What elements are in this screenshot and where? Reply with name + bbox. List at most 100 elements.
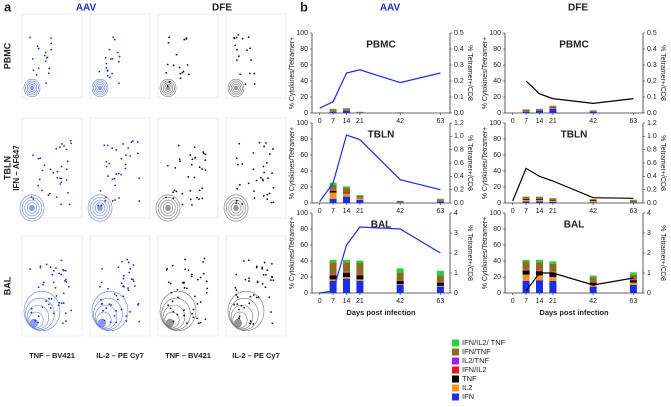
event-dot bbox=[116, 298, 119, 301]
row-label: TBLN bbox=[2, 156, 12, 180]
event-dot bbox=[60, 181, 63, 184]
event-dot bbox=[204, 169, 207, 171]
bar-segment bbox=[536, 280, 543, 293]
chart-title: PBMC bbox=[366, 40, 395, 51]
contour bbox=[23, 290, 61, 332]
event-dot bbox=[132, 140, 134, 143]
event-dot bbox=[261, 267, 264, 270]
column-title: AAV bbox=[76, 3, 97, 14]
event-dot bbox=[107, 175, 109, 177]
event-dot bbox=[247, 259, 250, 262]
event-dot bbox=[240, 304, 243, 307]
x-axis-label: IL-2 – PE Cy7 bbox=[232, 351, 280, 360]
event-dot bbox=[118, 55, 121, 58]
contour bbox=[94, 202, 106, 214]
event-dot bbox=[238, 142, 241, 145]
y2-tick-label: 0.8 bbox=[454, 147, 464, 154]
y-axis-label: % Cytokines/Tetramer+ bbox=[482, 127, 489, 200]
bar-segment bbox=[522, 259, 530, 262]
chart-title: TBLN bbox=[368, 130, 395, 141]
legend-swatch bbox=[452, 384, 459, 392]
x-tick-label: 14 bbox=[536, 298, 544, 305]
y-tick-label: 60 bbox=[300, 242, 308, 249]
event-dot bbox=[187, 176, 190, 178]
event-dot bbox=[234, 286, 237, 289]
x-tick-label: 0 bbox=[318, 118, 322, 125]
event-dot bbox=[265, 161, 268, 164]
event-dot bbox=[55, 196, 58, 199]
event-dot bbox=[178, 66, 181, 69]
event-dot bbox=[128, 271, 131, 274]
event-dot bbox=[30, 196, 33, 198]
event-dot bbox=[268, 296, 271, 299]
event-dot bbox=[117, 266, 120, 269]
y2-tick-label: 0.4 bbox=[647, 173, 657, 180]
event-dot bbox=[54, 286, 57, 289]
panel-label: b bbox=[300, 0, 308, 14]
y-tick-label: 40 bbox=[493, 258, 501, 265]
event-dot bbox=[98, 70, 101, 73]
event-dot bbox=[189, 198, 192, 201]
bar-segment bbox=[549, 198, 557, 200]
x-tick-label: 7 bbox=[524, 118, 528, 125]
legend-label: IFN/IL2/ TNF bbox=[462, 338, 506, 347]
event-dot bbox=[263, 261, 266, 264]
event-dot bbox=[236, 48, 238, 51]
x-tick-label: 0 bbox=[511, 208, 515, 215]
event-dot bbox=[42, 281, 45, 284]
bar-segment bbox=[522, 281, 530, 293]
contour bbox=[229, 80, 243, 96]
event-dot bbox=[59, 146, 61, 148]
contour bbox=[94, 304, 118, 330]
y-tick-label: 100 bbox=[296, 120, 308, 127]
y-tick-label: 20 bbox=[300, 184, 308, 191]
event-dot bbox=[56, 176, 59, 179]
event-dot bbox=[237, 55, 240, 58]
event-dot bbox=[270, 311, 272, 313]
x-tick-label: 14 bbox=[536, 118, 544, 125]
event-dot bbox=[261, 266, 264, 269]
event-dot bbox=[103, 144, 106, 147]
event-dot bbox=[115, 149, 117, 151]
event-dot bbox=[51, 273, 54, 276]
event-dot bbox=[50, 48, 53, 51]
y2-tick-label: 0.2 bbox=[454, 78, 464, 85]
x-tick-label: 63 bbox=[630, 118, 638, 125]
bar-segment bbox=[343, 108, 350, 110]
y2-tick-label: 0.6 bbox=[647, 160, 657, 167]
y2-tick-label: 0.6 bbox=[454, 160, 464, 167]
event-dot bbox=[60, 165, 63, 168]
event-dot bbox=[106, 70, 109, 72]
event-dot bbox=[243, 307, 246, 309]
bar-segment bbox=[329, 199, 337, 203]
contour bbox=[232, 84, 240, 92]
bar-segment bbox=[396, 284, 404, 285]
x-tick-label: 21 bbox=[549, 298, 557, 305]
contour bbox=[91, 290, 129, 332]
plot-frame bbox=[21, 13, 83, 99]
event-dot bbox=[105, 62, 108, 65]
bar-segment bbox=[536, 270, 543, 272]
bar-segment bbox=[343, 262, 350, 272]
contour bbox=[155, 194, 181, 222]
y2-axis-label: % Tetramer+/CD8 bbox=[466, 135, 473, 191]
x-axis-label: IL-2 – PE Cy7 bbox=[96, 351, 144, 360]
event-dot bbox=[120, 173, 122, 176]
event-dot bbox=[249, 295, 252, 298]
bar-segment bbox=[589, 201, 597, 203]
event-dot bbox=[201, 187, 204, 190]
plot-frame bbox=[21, 235, 83, 337]
bar-segment bbox=[436, 285, 444, 287]
event-dot bbox=[249, 47, 252, 50]
contour bbox=[166, 318, 174, 328]
event-dot bbox=[203, 257, 206, 260]
bar-segment bbox=[589, 285, 597, 287]
event-dot bbox=[247, 36, 250, 39]
event-dot bbox=[105, 196, 107, 199]
contour bbox=[26, 202, 38, 214]
event-dot bbox=[250, 59, 252, 62]
event-dot bbox=[35, 73, 38, 76]
y2-tick-label: 3 bbox=[454, 230, 458, 237]
contour bbox=[26, 304, 50, 330]
